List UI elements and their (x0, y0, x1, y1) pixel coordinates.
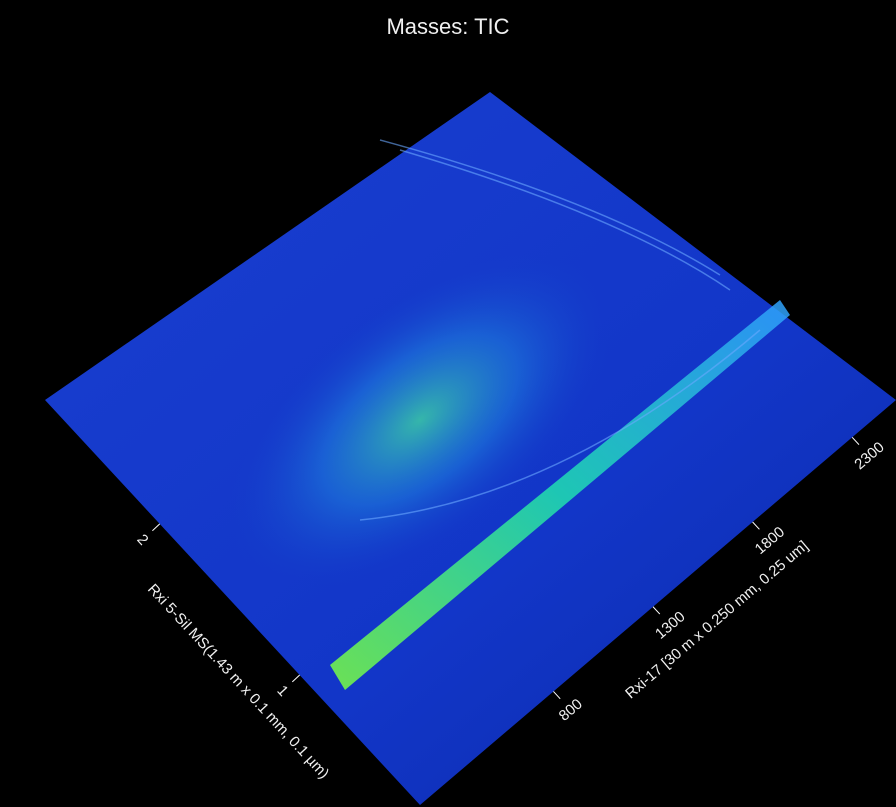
x-tick (851, 436, 860, 445)
y-tick-label: 1 (273, 682, 291, 700)
x-tick (752, 521, 760, 530)
surface-streaks (359, 139, 761, 521)
x-tick-label: 2300 (851, 439, 887, 474)
y-tick (291, 674, 301, 683)
x-tick-label: 800 (556, 696, 586, 725)
x-tick (553, 691, 561, 700)
y-tick-label: 2 (133, 531, 151, 549)
y-tick (152, 523, 161, 532)
surface-glow (224, 249, 616, 591)
surface-ridge (330, 300, 790, 690)
chart-title: Masses: TIC (386, 14, 509, 39)
x-tick (652, 606, 661, 615)
